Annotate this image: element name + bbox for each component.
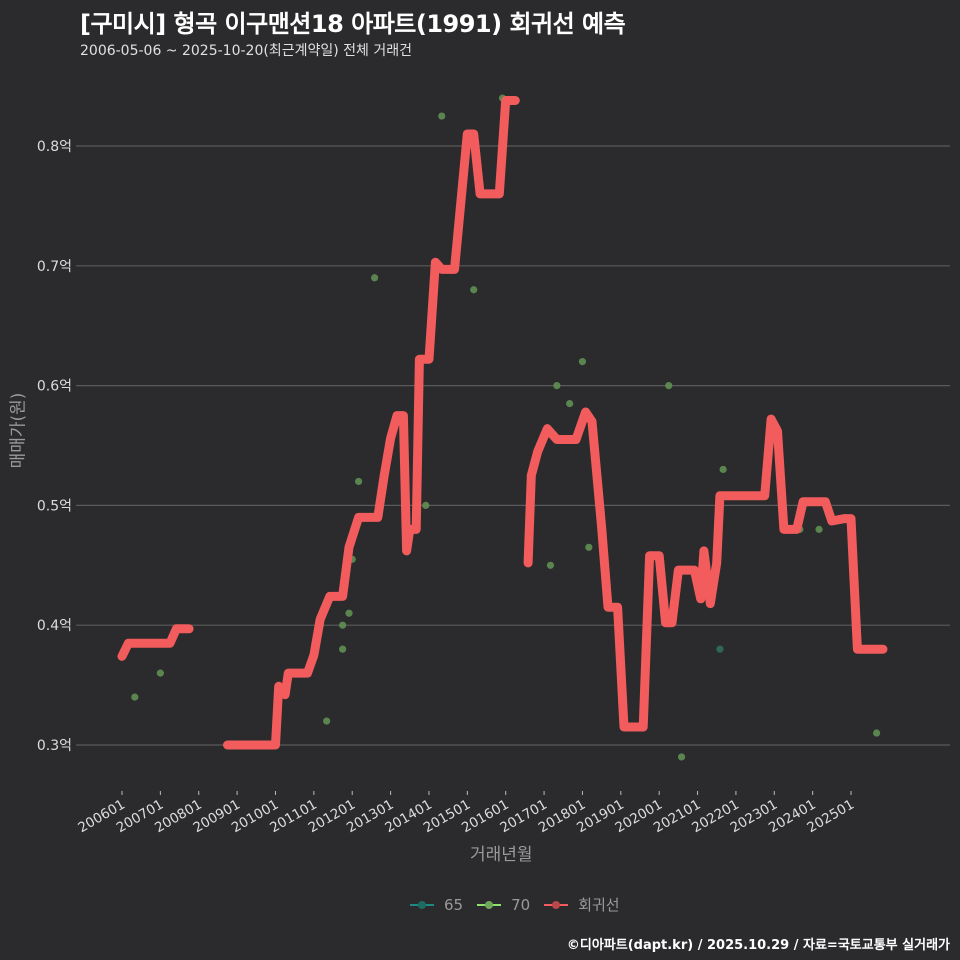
legend-item-65[interactable]: 65 (410, 896, 463, 914)
data-point (578, 358, 587, 366)
data-point (371, 274, 379, 282)
y-tick-label: 0.7억 (37, 259, 72, 275)
data-point (156, 669, 164, 677)
legend-label-65: 65 (444, 895, 464, 914)
y-tick-label: 0.4억 (37, 618, 72, 634)
legend-key-70-icon (477, 898, 502, 912)
legend: 65 70 회귀선 (410, 894, 626, 915)
footer-credit: ©디아파트(dapt.kr) / 2025.10.29 / 자료=국토교통부 실… (566, 938, 950, 953)
data-point (131, 693, 139, 701)
chart-subtitle: 2006-05-06 ~ 2025-10-20(최근계약일) 전체 거래건 (80, 43, 412, 59)
data-point (719, 465, 727, 474)
data-point (323, 717, 331, 725)
regression-segment (223, 96, 520, 750)
regression-line (117, 96, 888, 750)
data-point (585, 543, 593, 551)
legend-item-70[interactable]: 70 (477, 896, 530, 914)
data-point (815, 525, 823, 533)
data-point (470, 286, 478, 294)
y-tick-label: 0.8억 (37, 139, 72, 155)
grid-lines (76, 145, 950, 746)
x-axis-ticks: 2006012007012008012009012010012011012012… (75, 791, 857, 836)
data-point (422, 501, 430, 509)
data-point (339, 621, 347, 629)
chart-title: [구미시] 형곡 이구맨션18 아파트(1991) 회귀선 예측 (80, 10, 626, 38)
legend-key-regression-icon (544, 898, 569, 912)
y-tick-label: 0.3억 (37, 738, 72, 754)
data-point (339, 645, 347, 653)
y-tick-label: 0.5억 (37, 498, 72, 514)
regression-segment (117, 624, 194, 661)
legend-label-regression: 회귀선 (578, 896, 620, 914)
y-axis-ticks: 0.3억 0.4억 0.5억 0.6억 0.7억 0.8억 (37, 139, 72, 754)
y-tick-label: 0.6억 (37, 379, 72, 395)
data-point (345, 609, 353, 617)
data-point (553, 382, 561, 390)
regression-segment (523, 407, 888, 732)
data-point (438, 112, 446, 120)
data-point (546, 561, 555, 569)
data-point (873, 729, 881, 737)
data-point (355, 477, 363, 486)
x-axis-title: 거래년월 (470, 845, 533, 865)
data-point (716, 645, 724, 653)
y-axis-title: 매매가(원) (8, 392, 29, 469)
legend-label-70: 70 (511, 895, 531, 914)
data-point (677, 753, 686, 761)
data-point (566, 399, 574, 408)
legend-item-regression[interactable]: 회귀선 (544, 894, 620, 915)
legend-key-65-icon (410, 898, 434, 912)
data-point (665, 382, 673, 390)
